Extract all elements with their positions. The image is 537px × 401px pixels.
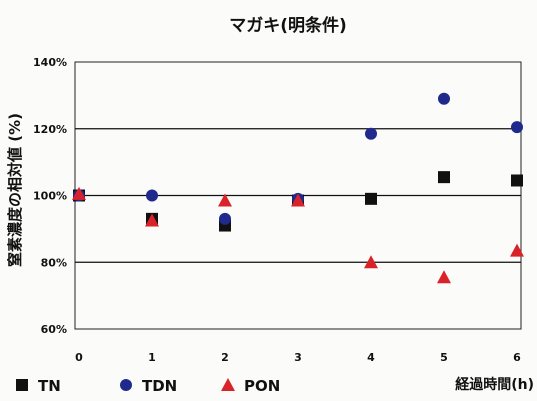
x-tick-label-3: 3 <box>294 351 302 364</box>
x-tick-label-5: 5 <box>440 351 448 364</box>
x-tick-label-1: 1 <box>148 351 156 364</box>
x-tick-label-6: 6 <box>513 351 521 364</box>
y-tick-label-3: 120% <box>33 123 67 136</box>
pon-point-4 <box>364 255 378 269</box>
y-tick-label-0: 60% <box>41 323 67 336</box>
x-tick-label-4: 4 <box>367 351 375 364</box>
y-tick-label-1: 80% <box>41 256 67 269</box>
y-axis-title: 窒素濃度の相対値 (%) <box>6 113 24 267</box>
tdn-point-6 <box>511 121 523 134</box>
pon-point-6 <box>510 243 524 257</box>
tick-labels: 60% 80% 100% 120% 140% 0 1 2 3 4 5 6 <box>33 56 521 364</box>
tn-point-4 <box>365 192 377 205</box>
data-markers <box>72 92 524 284</box>
pon-point-2 <box>218 193 232 207</box>
legend-label-tn: TN <box>38 377 61 395</box>
tn-point-6 <box>511 174 523 187</box>
pon-point-0 <box>72 186 86 200</box>
tdn-point-4 <box>365 127 377 140</box>
x-tick-label-0: 0 <box>75 351 83 364</box>
x-tick-label-2: 2 <box>221 351 229 364</box>
legend: TN TDN PON <box>16 377 280 395</box>
chart-title: マガキ(明条件) <box>229 15 347 36</box>
pon-point-3 <box>291 193 305 207</box>
pon-point-5 <box>437 270 451 284</box>
tdn-point-5 <box>438 92 450 105</box>
legend-marker-tn <box>16 379 28 391</box>
y-tick-label-4: 140% <box>33 56 67 69</box>
tdn-point-2 <box>219 212 231 225</box>
legend-marker-tdn <box>120 379 132 391</box>
pon-point-1 <box>145 213 159 227</box>
legend-label-pon: PON <box>244 377 280 395</box>
legend-marker-pon <box>221 378 235 391</box>
y-tick-label-2: 100% <box>33 190 67 203</box>
tn-point-5 <box>438 171 450 184</box>
legend-label-tdn: TDN <box>142 377 177 395</box>
x-axis-title: 経過時間(h) <box>455 376 534 393</box>
tdn-point-1 <box>146 189 158 202</box>
